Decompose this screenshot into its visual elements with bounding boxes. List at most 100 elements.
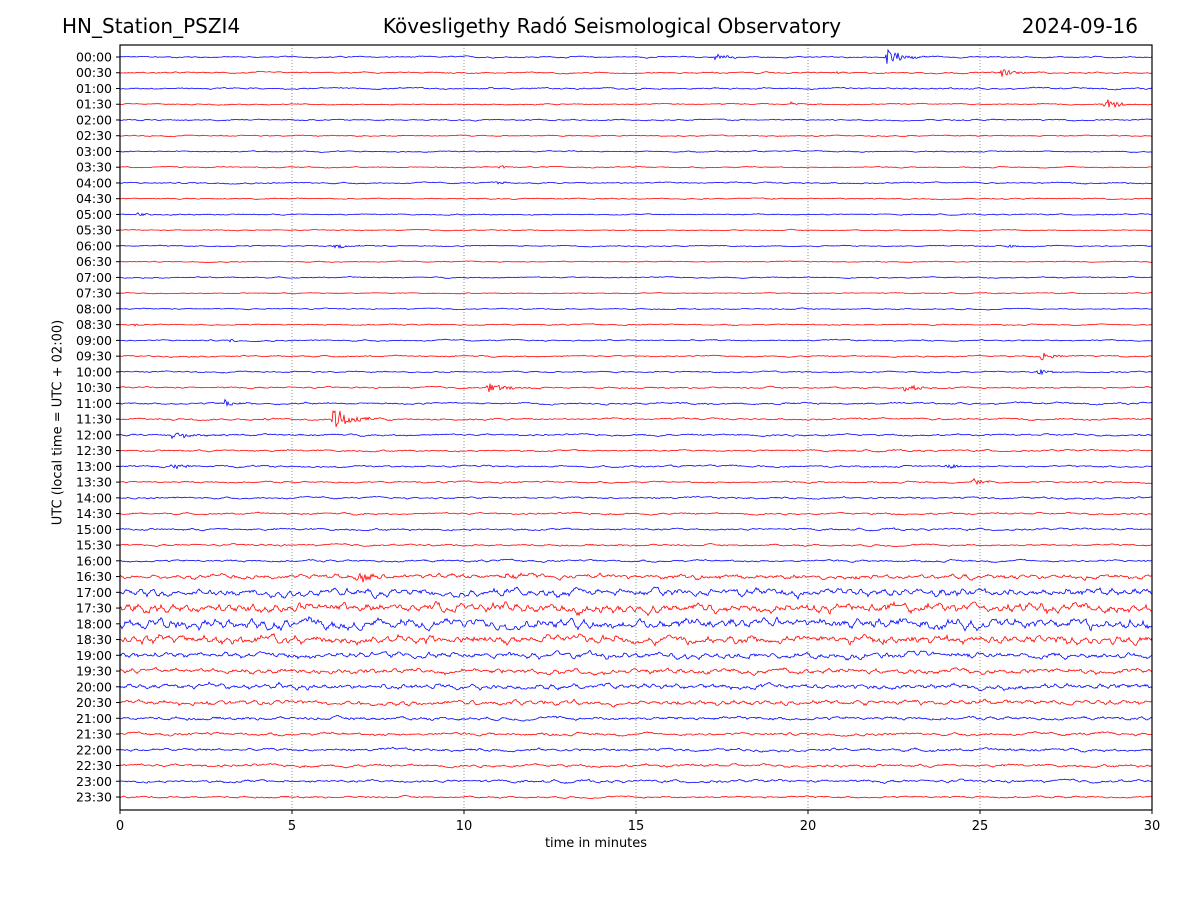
trace-2100 bbox=[119, 714, 1153, 722]
chart-title: Kövesligethy Radó Seismological Observat… bbox=[382, 14, 842, 38]
x-tick-label: 0 bbox=[116, 819, 124, 834]
trace-1400 bbox=[119, 495, 1153, 500]
trace-0730 bbox=[119, 292, 1153, 295]
y-tick-label: 13:00 bbox=[76, 459, 112, 474]
trace-0030 bbox=[119, 69, 1153, 77]
y-tick-label: 18:00 bbox=[76, 616, 112, 631]
trace-0630 bbox=[120, 260, 1153, 263]
y-tick-label: 01:00 bbox=[76, 81, 112, 96]
y-tick-label: 20:00 bbox=[76, 679, 112, 694]
y-tick-label: 18:30 bbox=[76, 632, 112, 647]
y-tick-label: 12:30 bbox=[76, 443, 112, 458]
y-tick-label: 23:00 bbox=[76, 774, 112, 789]
y-tick-label: 02:30 bbox=[76, 128, 112, 143]
trace-1930 bbox=[119, 666, 1153, 677]
trace-2330 bbox=[119, 794, 1153, 800]
trace-2230 bbox=[119, 762, 1152, 769]
y-axis-label: UTC (local time = UTC + 02:00) bbox=[50, 319, 66, 526]
y-tick-label: 07:00 bbox=[76, 270, 112, 285]
trace-2300 bbox=[119, 778, 1153, 785]
y-tick-label: 14:00 bbox=[76, 490, 112, 505]
trace-0600 bbox=[119, 244, 1153, 249]
x-tick-label: 15 bbox=[628, 819, 645, 834]
trace-1000 bbox=[119, 369, 1153, 376]
x-tick-label: 25 bbox=[972, 819, 989, 834]
y-tick-label: 11:30 bbox=[76, 412, 112, 427]
trace-1900 bbox=[119, 649, 1153, 661]
trace-2130 bbox=[119, 731, 1152, 737]
date-label: 2024-09-16 bbox=[1021, 14, 1138, 38]
y-tick-label: 07:30 bbox=[76, 286, 112, 301]
y-tick-label: 00:30 bbox=[76, 65, 112, 80]
y-tick-label: 15:00 bbox=[76, 522, 112, 537]
x-tick-label: 30 bbox=[1144, 819, 1161, 834]
trace-0500 bbox=[119, 212, 1153, 217]
x-tick-label: 20 bbox=[800, 819, 817, 834]
trace-0230 bbox=[119, 134, 1153, 138]
trace-0000 bbox=[119, 48, 1153, 64]
trace-0800 bbox=[119, 307, 1153, 311]
y-tick-label: 11:00 bbox=[76, 396, 112, 411]
y-tick-label: 08:30 bbox=[76, 317, 112, 332]
x-tick-label: 5 bbox=[288, 819, 296, 834]
trace-0700 bbox=[119, 276, 1153, 279]
trace-1700 bbox=[119, 586, 1153, 601]
trace-1100 bbox=[119, 398, 1153, 408]
trace-1030 bbox=[119, 383, 1153, 393]
trace-0430 bbox=[119, 197, 1152, 201]
trace-0330 bbox=[119, 165, 1152, 169]
trace-1830 bbox=[120, 632, 1153, 647]
x-tick-label: 10 bbox=[456, 819, 473, 834]
trace-2000 bbox=[119, 681, 1153, 692]
trace-0300 bbox=[119, 150, 1152, 153]
trace-1300 bbox=[119, 463, 1153, 470]
y-tick-label: 22:00 bbox=[76, 742, 112, 757]
y-tick-label: 21:30 bbox=[76, 727, 112, 742]
y-tick-label: 20:30 bbox=[76, 695, 112, 710]
station-name: HN_Station_PSZI4 bbox=[62, 14, 241, 38]
trace-1500 bbox=[119, 527, 1153, 532]
y-tick-label: 16:00 bbox=[76, 553, 112, 568]
trace-1630 bbox=[119, 572, 1153, 583]
y-tick-label: 19:30 bbox=[76, 664, 112, 679]
trace-1230 bbox=[119, 448, 1153, 453]
trace-1200 bbox=[119, 432, 1153, 440]
y-tick-label: 17:00 bbox=[76, 585, 112, 600]
trace-1330 bbox=[119, 477, 1153, 486]
trace-0930 bbox=[120, 352, 1153, 361]
trace-2200 bbox=[119, 746, 1153, 753]
trace-1800 bbox=[119, 615, 1153, 632]
y-tick-label: 17:30 bbox=[76, 601, 112, 616]
trace-0130 bbox=[119, 99, 1153, 109]
trace-1430 bbox=[119, 511, 1153, 516]
trace-0200 bbox=[119, 118, 1153, 122]
y-tick-label: 12:00 bbox=[76, 427, 112, 442]
y-tick-label: 03:30 bbox=[76, 160, 112, 175]
trace-1130 bbox=[120, 410, 1152, 427]
trace-1730 bbox=[119, 600, 1153, 617]
y-tick-label: 06:30 bbox=[76, 254, 112, 269]
y-tick-label: 04:00 bbox=[76, 175, 112, 190]
y-tick-label: 04:30 bbox=[76, 191, 112, 206]
y-tick-label: 16:30 bbox=[76, 569, 112, 584]
y-tick-label: 22:30 bbox=[76, 758, 112, 773]
x-axis-label: time in minutes bbox=[544, 836, 648, 851]
y-tick-label: 10:00 bbox=[76, 364, 112, 379]
y-tick-label: 14:30 bbox=[76, 506, 112, 521]
trace-2030 bbox=[119, 698, 1153, 708]
y-tick-label: 06:00 bbox=[76, 238, 112, 253]
y-tick-label: 00:00 bbox=[76, 50, 112, 65]
trace-1600 bbox=[119, 558, 1153, 563]
trace-0530 bbox=[119, 228, 1153, 232]
y-tick-label: 19:00 bbox=[76, 648, 112, 663]
y-tick-label: 10:30 bbox=[76, 380, 112, 395]
trace-1530 bbox=[119, 543, 1153, 548]
y-tick-label: 15:30 bbox=[76, 538, 112, 553]
y-tick-label: 03:00 bbox=[76, 144, 112, 159]
y-tick-label: 01:30 bbox=[76, 97, 112, 112]
y-tick-label: 13:30 bbox=[76, 475, 112, 490]
y-tick-label: 08:00 bbox=[76, 301, 112, 316]
y-tick-label: 02:00 bbox=[76, 112, 112, 127]
trace-0400 bbox=[119, 181, 1153, 185]
